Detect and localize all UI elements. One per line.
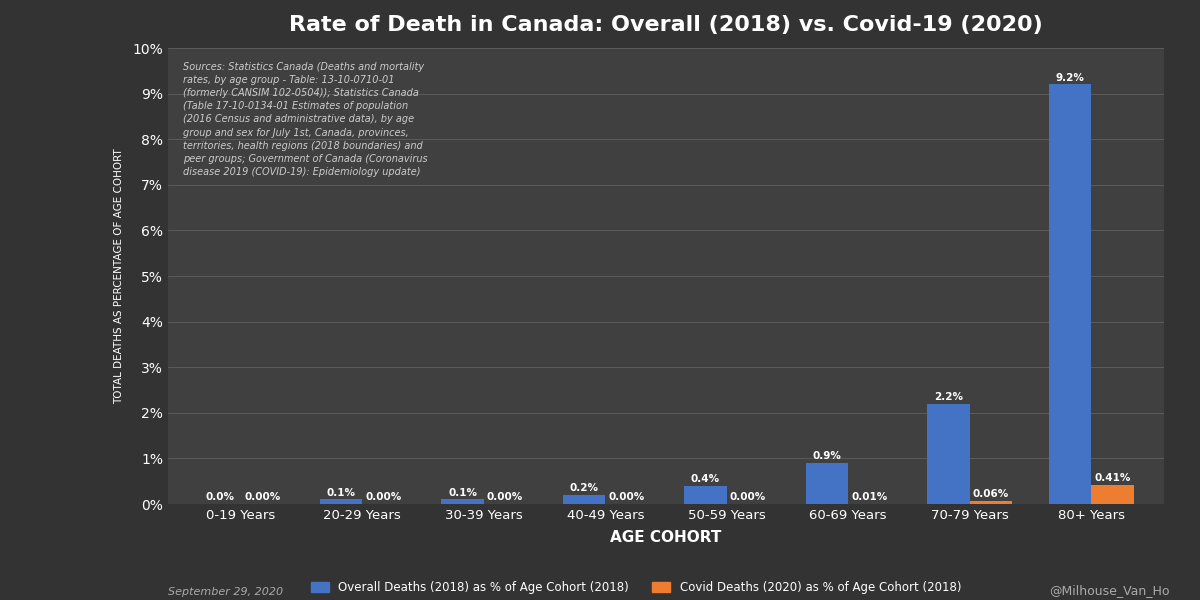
Y-axis label: TOTAL DEATHS AS PERCENTAGE OF AGE COHORT: TOTAL DEATHS AS PERCENTAGE OF AGE COHORT xyxy=(114,148,124,404)
Bar xyxy=(684,486,727,504)
Bar xyxy=(1049,85,1091,504)
Text: 0.01%: 0.01% xyxy=(851,492,888,502)
Bar xyxy=(320,499,362,504)
Bar xyxy=(442,499,484,504)
Text: @Milhouse_Van_Ho: @Milhouse_Van_Ho xyxy=(1050,584,1170,597)
Text: 0.00%: 0.00% xyxy=(366,492,402,502)
Text: 0.00%: 0.00% xyxy=(608,492,644,502)
Text: 0.1%: 0.1% xyxy=(326,488,355,497)
X-axis label: AGE COHORT: AGE COHORT xyxy=(611,530,721,545)
Text: Sources: Statistics Canada (Deaths and mortality
rates, by age group - Table: 13: Sources: Statistics Canada (Deaths and m… xyxy=(182,62,427,177)
Legend: Overall Deaths (2018) as % of Age Cohort (2018), Covid Deaths (2020) as % of Age: Overall Deaths (2018) as % of Age Cohort… xyxy=(311,581,961,594)
Bar xyxy=(1091,485,1134,504)
Text: 0.0%: 0.0% xyxy=(205,492,234,502)
Text: September 29, 2020: September 29, 2020 xyxy=(168,587,283,597)
Text: 0.9%: 0.9% xyxy=(812,451,841,461)
Bar xyxy=(805,463,848,504)
Bar xyxy=(970,501,1012,504)
Text: 2.2%: 2.2% xyxy=(934,392,962,402)
Text: 9.2%: 9.2% xyxy=(1056,73,1085,83)
Text: 0.1%: 0.1% xyxy=(448,488,478,497)
Title: Rate of Death in Canada: Overall (2018) vs. Covid-19 (2020): Rate of Death in Canada: Overall (2018) … xyxy=(289,16,1043,35)
Text: 0.00%: 0.00% xyxy=(730,492,766,502)
Text: 0.4%: 0.4% xyxy=(691,474,720,484)
Text: 0.41%: 0.41% xyxy=(1094,473,1130,484)
Text: 0.2%: 0.2% xyxy=(570,483,599,493)
Bar xyxy=(563,495,605,504)
Text: 0.00%: 0.00% xyxy=(244,492,281,502)
Text: 0.06%: 0.06% xyxy=(973,490,1009,499)
Bar xyxy=(928,404,970,504)
Text: 0.00%: 0.00% xyxy=(487,492,523,502)
